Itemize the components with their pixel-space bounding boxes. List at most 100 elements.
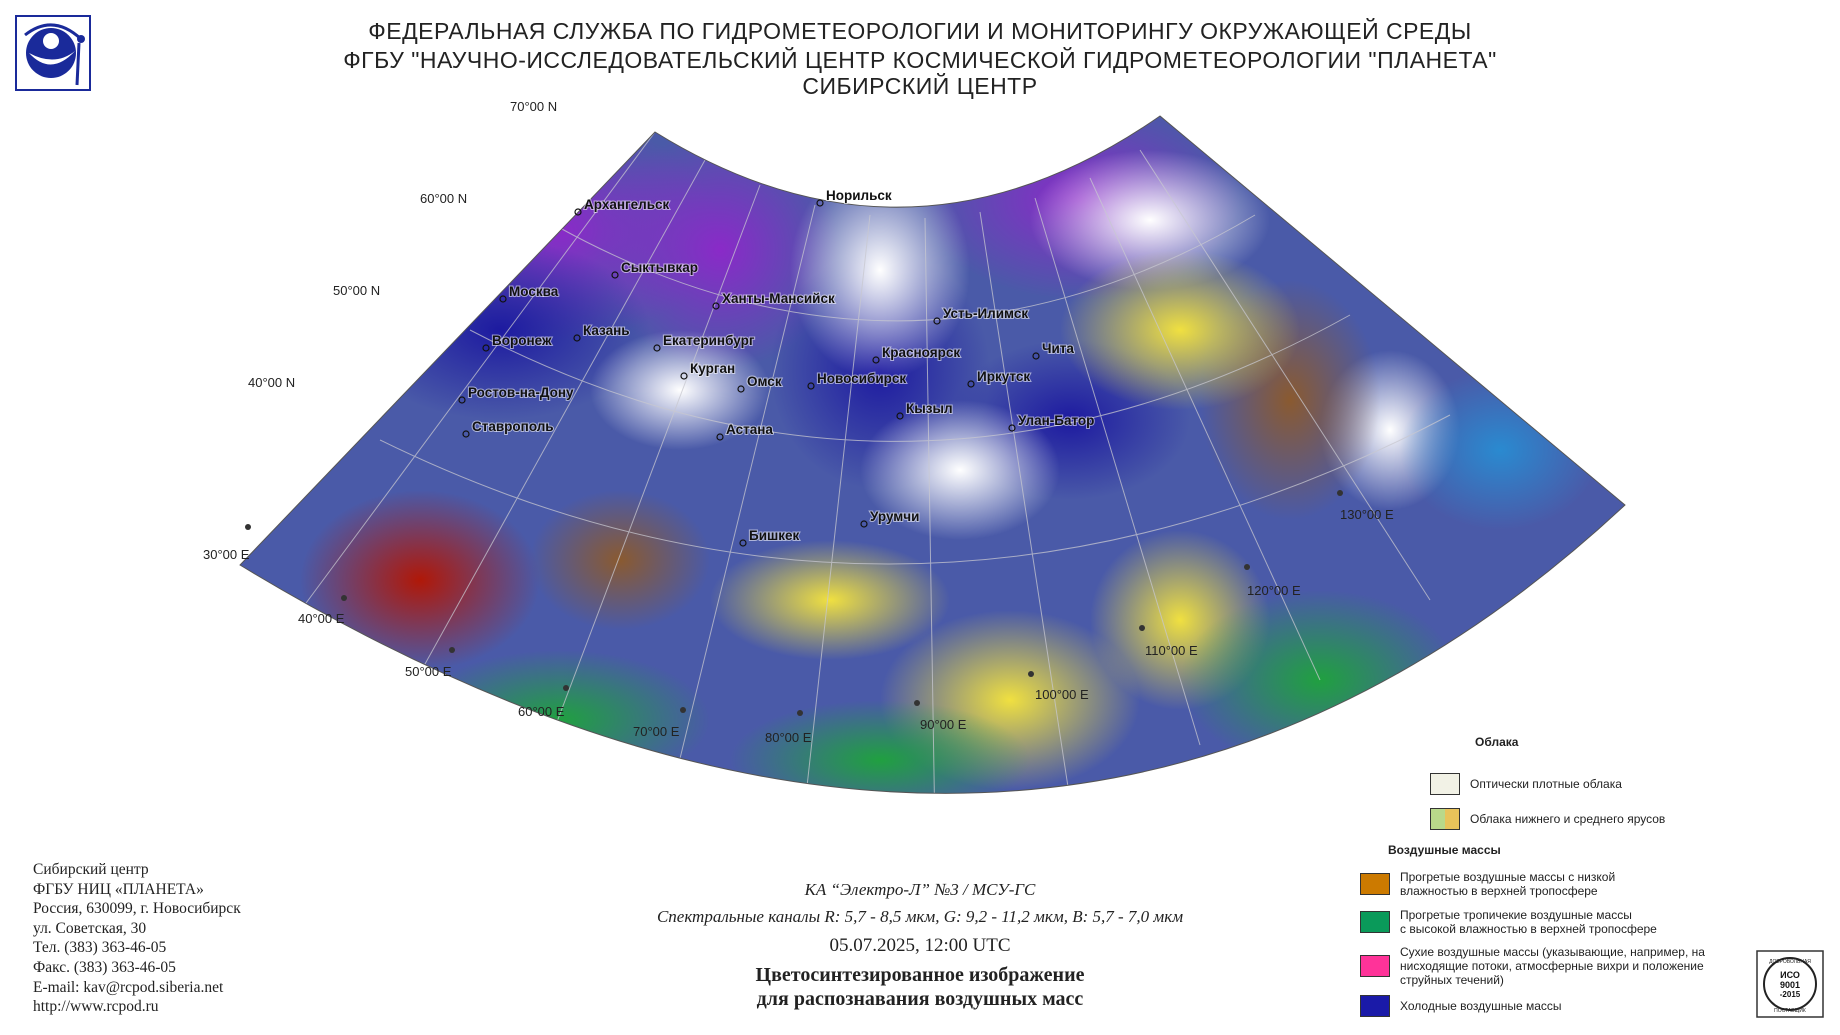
city-label: Чита (1042, 341, 1074, 356)
city-label: Новосибирск (817, 371, 906, 386)
city-dot (967, 380, 975, 388)
iso-text: -2015 (1780, 990, 1801, 999)
legend-swatch (1360, 873, 1390, 895)
legend-label: Холодные воздушные массы (1400, 999, 1562, 1013)
city-marker: Ростов-на-Дону (458, 384, 575, 404)
contact-line: Сибирский центр (33, 861, 149, 878)
city-dot (816, 199, 824, 207)
city-dot (573, 334, 581, 342)
city-marker: Сыктывкар (611, 259, 699, 279)
city-dot (737, 385, 745, 393)
longitude-tick (1244, 564, 1250, 570)
longitude-label: 30°00 E (203, 547, 250, 562)
city-marker: Архангельск (574, 196, 671, 216)
longitude-tick (680, 707, 686, 713)
legend-label: Прогретые тропичекие воздушные массы (1400, 908, 1632, 922)
iso-text: ИСО (1780, 970, 1800, 980)
legend-item-warm-humid: Прогретые тропичекие воздушные массы с вы… (1360, 908, 1657, 936)
city-marker: Ханты-Мансийск (712, 290, 836, 310)
city-label: Ростов-на-Дону (468, 385, 574, 400)
latitude-label: 40°00 N (248, 375, 295, 390)
legend-swatch (1360, 955, 1390, 977)
legend-item-dry-air: Сухие воздушные массы (указывающие, напр… (1360, 945, 1705, 987)
header-line-2: ФГБУ "НАУЧНО-ИССЛЕДОВАТЕЛЬСКИЙ ЦЕНТР КОС… (343, 47, 1497, 73)
city-label: Усть-Илимск (943, 306, 1028, 321)
legend-label: струйных течений) (1400, 973, 1504, 987)
header-line-3: СИБИРСКИЙ ЦЕНТР (802, 73, 1038, 99)
city-marker: Бишкек (739, 527, 801, 547)
legend-swatch (1360, 911, 1390, 933)
legend-label: нисходящие потоки, атмосферные вихри и п… (1400, 959, 1704, 973)
city-label: Астана (726, 422, 773, 437)
caption-title-line-2: для распознавания воздушных масс (756, 988, 1084, 1010)
city-label: Норильск (826, 188, 892, 203)
planeta-logo (15, 15, 91, 91)
city-dot (482, 344, 490, 352)
legend-label: Сухие воздушные массы (указывающие, напр… (1400, 945, 1705, 959)
city-marker: Воронеж (482, 332, 553, 352)
longitude-label: 50°00 E (405, 664, 452, 679)
legend-item-dense-clouds: Оптически плотные облака (1430, 773, 1622, 795)
latitude-label: 60°00 N (420, 191, 467, 206)
city-dot (896, 412, 904, 420)
city-marker: Омск (737, 373, 783, 393)
legend-label: с высокой влажностью в верхней тропосфер… (1400, 922, 1657, 936)
city-dot (860, 520, 868, 528)
caption-satellite: КА “Электро-Л” №3 / МСУ-ГС (804, 880, 1036, 899)
city-marker: Иркутск (967, 368, 1031, 388)
city-marker: Урумчи (860, 508, 920, 528)
longitude-labels: 30°00 E 40°00 E 50°00 E 60°00 E 70°00 E 80°00… (203, 490, 1394, 745)
city-dot (611, 271, 619, 279)
city-marker: Курган (680, 360, 736, 380)
longitude-label: 100°00 E (1035, 687, 1089, 702)
latitude-label: 50°00 N (333, 283, 380, 298)
contact-line: ФГБУ НИЦ «ПЛАНЕТА» (33, 880, 204, 898)
city-label: Омск (747, 374, 782, 389)
city-dot (680, 372, 688, 380)
city-dot (807, 382, 815, 390)
longitude-label: 90°00 E (920, 717, 967, 732)
city-label: Урумчи (870, 509, 919, 524)
legend-item-low-mid-clouds: Облака нижнего и среднего ярусов (1430, 808, 1665, 830)
city-dot (574, 208, 582, 216)
city-marker: Астана (716, 421, 774, 441)
legend-label: Оптически плотные облака (1470, 777, 1622, 791)
city-markers: Архангельск Норильск Сыктывкар Москва Ханты-… (458, 187, 1095, 547)
city-marker: Улан-Батор (1008, 412, 1095, 432)
city-dot (933, 317, 941, 325)
city-label: Екатеринбург (663, 333, 755, 348)
contact-line: Тел. (383) 363-46-05 (33, 939, 167, 957)
iso-text: 9001 (1780, 980, 1800, 990)
contact-website-link[interactable]: http://www.rcpod.ru (33, 998, 159, 1016)
city-marker: Кызыл (896, 400, 954, 420)
contact-line: Факс. (383) 363-46-05 (33, 958, 176, 976)
iso-certification-badge: ДОБРОВОЛЬНАЯ ИСО 9001 -2015 ПОСТАВЩИК (1756, 950, 1824, 1018)
city-marker: Москва (499, 283, 560, 303)
map-graticule (291, 131, 1451, 794)
longitude-label: 80°00 E (765, 730, 812, 745)
header-line-1: ФЕДЕРАЛЬНАЯ СЛУЖБА ПО ГИДРОМЕТЕОРОЛОГИИ … (368, 18, 1472, 44)
map-frame (239, 115, 1626, 794)
city-marker: Усть-Илимск (933, 305, 1029, 325)
city-label: Иркутск (977, 369, 1030, 384)
city-dot (872, 356, 880, 364)
longitude-tick (1139, 625, 1145, 631)
city-dot (499, 295, 507, 303)
city-label: Кызыл (906, 401, 953, 416)
iso-text-top: ДОБРОВОЛЬНАЯ (1769, 959, 1811, 965)
city-label: Москва (509, 284, 559, 299)
city-marker: Новосибирск (807, 370, 907, 390)
longitude-label: 40°00 E (298, 611, 345, 626)
contact-email-link[interactable]: E-mail: kav@rcpod.siberia.net (33, 978, 224, 996)
city-label: Бишкек (749, 528, 800, 543)
city-label: Казань (583, 323, 630, 338)
legend-item-warm-dry: Прогретые воздушные массы с низкой влажно… (1360, 870, 1615, 898)
longitude-tick (449, 647, 455, 653)
city-label: Ханты-Мансийск (722, 291, 835, 306)
longitude-label: 110°00 E (1145, 643, 1198, 658)
longitude-tick (1028, 671, 1034, 677)
contact-line: ул. Советская, 30 (33, 919, 147, 937)
longitude-tick (1337, 490, 1343, 496)
longitude-label: 60°00 E (518, 704, 565, 719)
city-dot (1032, 352, 1040, 360)
